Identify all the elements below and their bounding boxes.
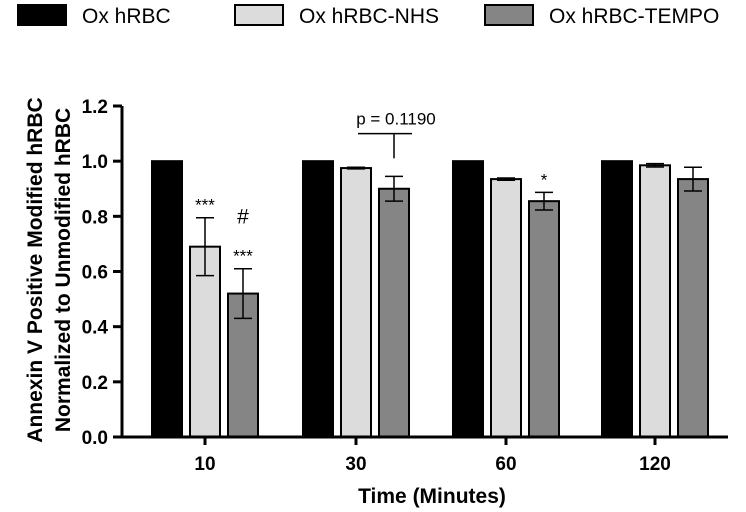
significance-mark-1: *** — [195, 196, 215, 215]
legend-swatch-2 — [234, 4, 284, 26]
bar-3-120 — [677, 178, 709, 439]
y-tick-label-4: 0.8 — [82, 207, 108, 228]
bar-1-120 — [601, 160, 633, 439]
annotations: *** *** # * p = 0.1190 — [195, 110, 548, 266]
x-axis: 10 30 60 120 — [122, 435, 728, 475]
y-tick-label-0: 0.0 — [82, 428, 108, 449]
bar-2-30 — [340, 167, 372, 438]
y-axis-title-line-1: Annexin V Positive Modified hRBC — [24, 97, 47, 442]
legend-label-2: Ox hRBC-NHS — [299, 5, 439, 28]
y-tick-label-2: 0.4 — [82, 318, 109, 339]
x-tick-label-0: 10 — [194, 454, 215, 475]
y-axis-title-line-2: Normalized to Unmodified hRBC — [52, 108, 75, 432]
bar-1-10 — [151, 160, 183, 439]
bar-1-30 — [302, 160, 334, 439]
y-tick-label-6: 1.2 — [82, 97, 108, 118]
legend-swatch-3 — [484, 4, 534, 26]
significance-mark-3: # — [237, 206, 249, 229]
legend: Ox hRBC Ox hRBC-NHS Ox hRBC-TEMPO — [17, 4, 719, 28]
legend-label-1: Ox hRBC — [82, 5, 171, 28]
bar-1-60 — [452, 160, 484, 439]
y-tick-label-1: 0.2 — [82, 373, 108, 394]
bar-3-60 — [528, 200, 560, 438]
y-axis: 0.0 0.2 0.4 0.6 0.8 1.0 1.2 — [82, 97, 124, 449]
significance-mark-2: *** — [233, 247, 253, 266]
plot-area — [151, 160, 709, 439]
y-tick-label-3: 0.6 — [82, 263, 108, 284]
y-tick-label-5: 1.0 — [82, 152, 108, 173]
x-tick-label-1: 30 — [345, 454, 366, 475]
bar-3-30 — [378, 187, 410, 438]
bar-2-120 — [639, 164, 671, 438]
legend-label-3: Ox hRBC-TEMPO — [549, 5, 719, 28]
x-tick-label-3: 120 — [639, 454, 671, 475]
pvalue-label: p = 0.1190 — [356, 110, 436, 129]
x-axis-title: Time (Minutes) — [358, 485, 506, 508]
legend-swatch-1 — [17, 4, 67, 26]
x-tick-label-2: 60 — [495, 454, 516, 475]
bar-2-60 — [490, 178, 522, 439]
significance-mark-4: * — [541, 170, 548, 189]
